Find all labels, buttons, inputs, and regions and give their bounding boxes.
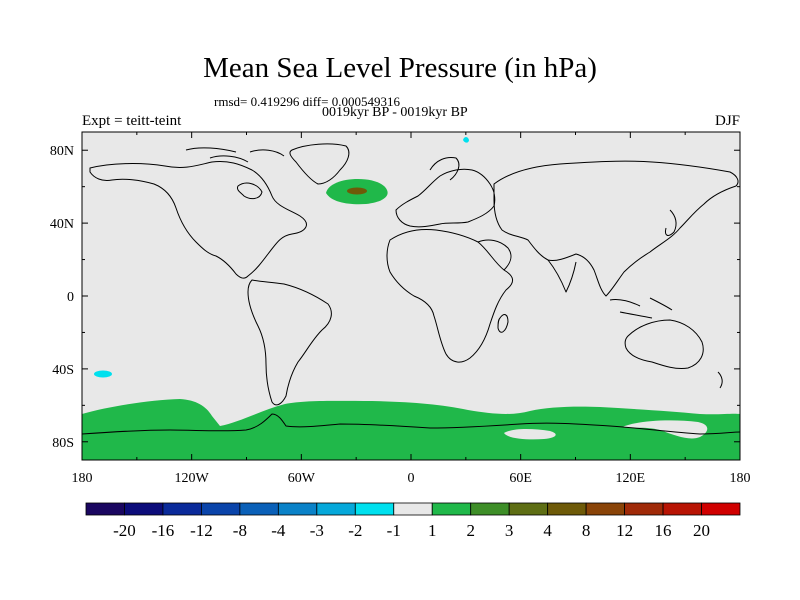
colorbar-swatch xyxy=(277,502,318,516)
colorbar-label: -3 xyxy=(310,521,324,540)
coast-hudson-bay xyxy=(237,182,263,200)
y-tick-label: 0 xyxy=(67,290,74,305)
colorbar-swatch xyxy=(470,502,510,516)
coast-greenland xyxy=(289,143,350,185)
coastlines xyxy=(82,143,740,435)
coast-india xyxy=(547,259,577,293)
coast-indonesia xyxy=(609,297,673,319)
y-tick-label: 40N xyxy=(50,217,74,232)
experiment-label: Expt = teitt-teint xyxy=(82,113,182,129)
colorbar-label: -1 xyxy=(387,521,401,540)
arctic-negative-spot xyxy=(463,137,469,143)
colorbar-label: 12 xyxy=(616,521,633,540)
period-label: 0019kyr BP - 0019kyr BP xyxy=(322,105,468,120)
coast-australia xyxy=(624,319,704,369)
colorbar: -20 -16 -12 -8 -4 -3 -2 -1 1 2 3 4 8 12 16 20 xyxy=(85,502,741,540)
colorbar-swatch xyxy=(431,502,472,516)
x-tick-label: 120E xyxy=(616,471,646,486)
coast-madagascar xyxy=(497,314,509,333)
colorbar-swatch xyxy=(239,502,279,516)
x-tick-label: 60W xyxy=(288,471,316,486)
coast-new-zealand xyxy=(717,371,723,389)
colorbar-swatch xyxy=(585,502,625,516)
colorbar-swatch xyxy=(162,502,202,516)
colorbar-label: -16 xyxy=(152,521,175,540)
coast-africa xyxy=(386,229,513,363)
colorbar-swatch xyxy=(624,502,664,516)
coast-south-america xyxy=(247,279,332,406)
colorbar-swatch xyxy=(354,502,395,516)
colorbar-label: 20 xyxy=(693,521,710,540)
x-tick-label: 180 xyxy=(730,471,751,486)
x-tick-label: 180 xyxy=(72,471,93,486)
antarctic-gap-right xyxy=(622,420,708,439)
colorbar-label: 1 xyxy=(428,521,437,540)
x-tick-label: 60E xyxy=(509,471,532,486)
colorbar-swatch xyxy=(393,502,433,516)
colorbar-label: -4 xyxy=(271,521,286,540)
colorbar-label: -20 xyxy=(113,521,136,540)
coast-arctic-islands xyxy=(185,147,285,163)
north-atlantic-core xyxy=(347,187,367,195)
stats-subtitle: rmsd= 0.419296 diff= 0.000549316 xyxy=(214,94,400,109)
y-tick-label: 80S xyxy=(52,436,74,451)
colorbar-label: -2 xyxy=(348,521,362,540)
colorbar-label: -12 xyxy=(190,521,213,540)
colorbar-swatch xyxy=(701,502,741,516)
chart-title: Mean Sea Level Pressure (in hPa) xyxy=(203,52,597,84)
x-tick-label: 0 xyxy=(408,471,415,486)
coast-arabia xyxy=(477,239,512,271)
colorbar-swatch xyxy=(85,502,125,516)
y-tick-label: 80N xyxy=(50,144,74,159)
anomaly-fields xyxy=(82,137,740,460)
southern-ocean-band xyxy=(82,399,740,460)
axis-group: 180 120W 60W 0 60E 120E 180 80N 40N 0 40S 80S xyxy=(50,132,751,486)
colorbar-label: 16 xyxy=(655,521,672,540)
colorbar-swatch xyxy=(662,502,702,516)
coast-antarctica xyxy=(82,413,740,435)
colorbar-label: 3 xyxy=(505,521,514,540)
season-label: DJF xyxy=(714,113,740,129)
colorbar-swatch xyxy=(201,502,241,516)
colorbar-swatch xyxy=(124,502,164,516)
coast-north-america xyxy=(89,161,307,279)
x-tick-label: 120W xyxy=(175,471,210,486)
colorbar-swatch xyxy=(547,502,587,516)
south-pacific-negative-spot xyxy=(94,370,112,378)
colorbar-swatch xyxy=(508,502,549,516)
coast-japan xyxy=(665,209,677,236)
colorbar-label: 2 xyxy=(466,521,475,540)
colorbar-swatch xyxy=(316,502,356,516)
antarctic-gap-left xyxy=(504,428,556,440)
colorbar-label: 8 xyxy=(582,521,591,540)
colorbar-label: -8 xyxy=(233,521,247,540)
y-tick-label: 40S xyxy=(52,363,74,378)
coast-scandinavia xyxy=(429,157,460,181)
colorbar-label: 4 xyxy=(543,521,552,540)
coast-asia xyxy=(493,160,739,297)
